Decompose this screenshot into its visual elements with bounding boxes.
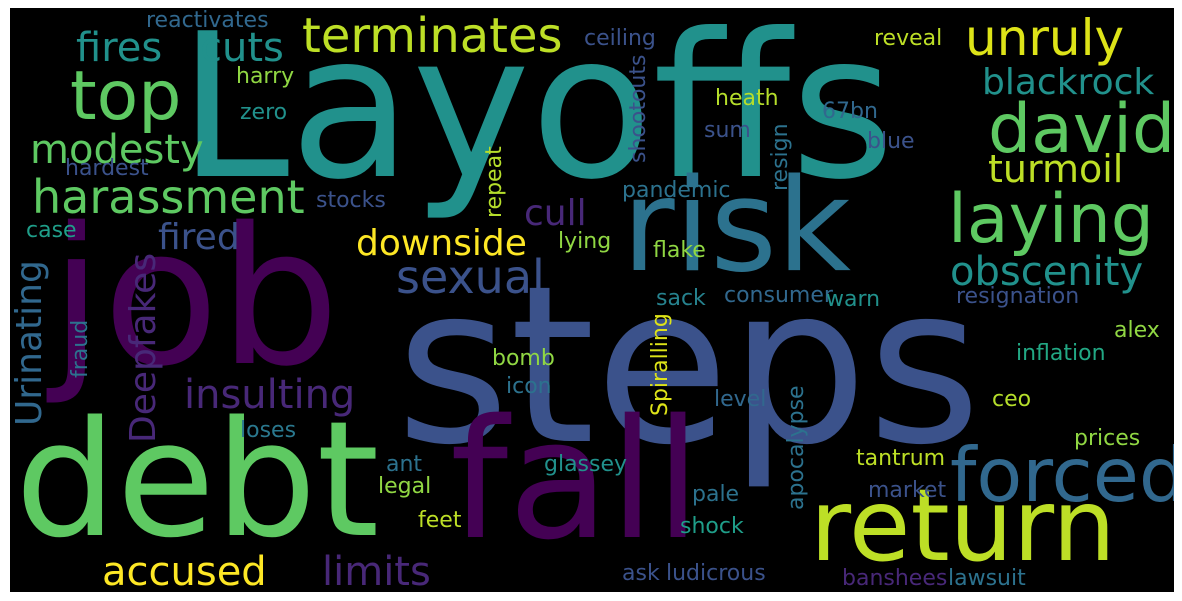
word-lying: lying [558,229,612,254]
word-icon: icon [506,374,552,399]
word-loses: loses [240,418,297,443]
word-alex: alex [1114,318,1160,343]
word-forced: forced [950,431,1174,519]
word-67bn: 67bn [822,99,878,124]
word-downside: downside [356,223,527,264]
word-deepfakes: Deepfakes [123,252,164,443]
word-fall: fall [450,384,701,576]
word-insulting: insulting [184,372,356,418]
word-hardest: hardest [65,156,149,181]
word-modesty: modesty [30,127,204,173]
word-top: top [70,57,182,136]
word-legal: legal [378,474,432,499]
word-flake: flake [653,238,706,263]
word-inflation: inflation [1016,341,1106,366]
word-harry: harry [236,64,295,89]
word-reactivates: reactivates [146,8,269,33]
word-cloud: Layoffs steps job debt fall risk return forced t… [10,8,1174,592]
word-zero: zero [240,100,288,125]
word-job: job [50,187,340,408]
word-cull: cull [524,193,587,234]
word-sum: sum [704,118,751,143]
word-terminates: terminates [302,8,563,64]
word-turmoil: turmoil [988,147,1124,191]
word-repeat: repeat [482,146,507,218]
word-tantrum: tantrum [856,446,946,471]
word-urinating: Urinating [10,260,50,426]
word-blackrock: blackrock [982,62,1155,103]
word-debt: debt [15,386,380,573]
word-fraud: fraud [68,319,93,378]
word-ant: ant [386,452,423,477]
word-ceiling: ceiling [584,26,656,51]
word-limits: limits [322,549,431,592]
word-level: level [714,387,767,412]
word-shock: shock [680,514,744,539]
word-bomb: bomb [492,346,555,371]
word-cuts: cuts [200,25,284,71]
word-resignation: resignation [956,284,1080,309]
word-fires: fires [76,25,163,71]
word-harassment: harassment [32,170,305,224]
word-consumer: consumer [724,283,833,308]
word-spiralling: Spiralling [648,313,673,416]
word-prices: prices [1074,426,1141,451]
word-layoffs: Layoffs [178,8,895,224]
word-banshees: banshees [842,566,948,591]
word-resign: resign [768,123,793,191]
word-laying: laying [948,180,1154,259]
word-steps: steps [396,240,982,493]
word-lawsuit: lawsuit [948,566,1026,591]
word-case: case [26,218,77,243]
word-ask: ask [622,561,660,586]
word-fired: fired [158,217,240,258]
word-feet: feet [418,508,462,533]
word-glassey: glassey [544,452,628,477]
word-ceo: ceo [992,387,1032,412]
word-david: david [988,90,1174,169]
word-reveal: reveal [874,26,943,51]
word-pale: pale [692,482,740,507]
word-risk: risk [622,152,851,301]
word-unruly: unruly [965,9,1125,67]
word-sexual: sexual [396,250,545,304]
word-heath: heath [715,86,779,111]
word-warn: warn [826,287,881,312]
word-pandemic: pandemic [622,178,731,203]
word-return: return [810,467,1116,584]
word-apocalypse: apocalypse [784,385,809,510]
word-market: market [868,478,947,503]
word-ludicrous: ludicrous [666,561,766,586]
word-blue: blue [867,129,915,154]
word-obscenity: obscenity [950,249,1144,295]
word-shootouts: shootouts [626,54,651,163]
word-sack: sack [656,286,706,311]
word-accused: accused [102,549,267,592]
word-stocks: stocks [316,188,386,213]
